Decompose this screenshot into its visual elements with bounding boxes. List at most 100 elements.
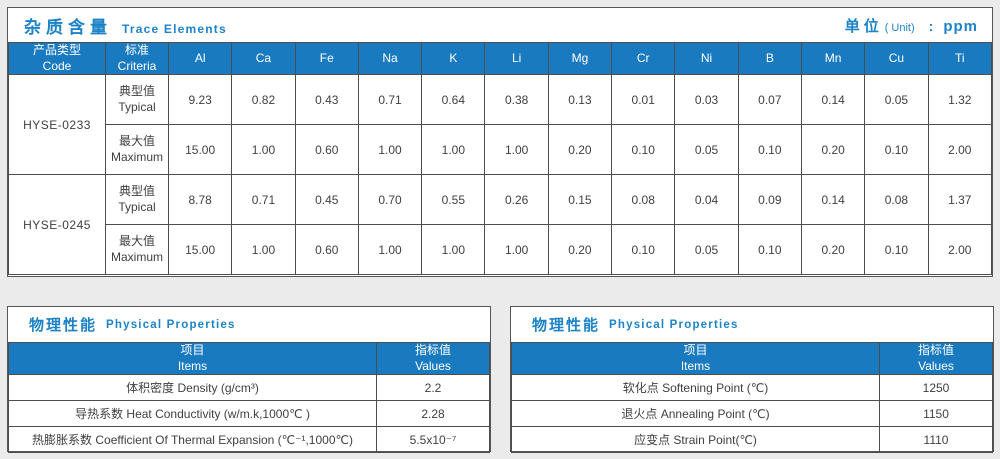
unit-label-en: ( Unit) [884,21,915,34]
element-col-header: K [421,41,486,76]
item-cell: 退火点 Annealing Point (℃) [511,400,880,428]
product-code-cell: HYSE-0245 [8,174,106,276]
element-col-header: B [737,41,802,76]
value-cell: 1.37 [927,174,993,226]
value-cell: 0.07 [737,74,802,126]
value-cell: 0.71 [231,174,296,226]
value-cell: 0.10 [737,224,802,276]
value-cell: 0.26 [484,174,549,226]
trace-title-zh: 杂质含量 [24,17,112,37]
col-header-criteria-en: Criteria [117,58,157,73]
col-header-values: 指标值 Values [376,341,490,376]
value-cell: 0.14 [800,74,866,126]
value-cell: 0.04 [674,174,739,226]
trace-elements-table: 产品类型 Code 标准 Criteria Al Ca Fe Na K Li M… [8,41,993,276]
value-cell: 0.20 [547,224,613,276]
table-row: HYSE-0233 典型值 Typical 9.23 0.82 0.43 0.7… [8,74,993,176]
value-cell: 15.00 [167,224,233,276]
element-col-header: Na [357,41,423,76]
element-col-header: Mg [547,41,613,76]
value-cell: 15.00 [167,124,233,176]
value-cell: 1150 [879,400,993,428]
item-cell: 软化点 Softening Point (℃) [511,374,880,402]
table-row: 最大值 Maximum 15.00 1.00 0.60 1.00 1.00 1.… [9,224,993,276]
physical-right-title-zh: 物理性能 [532,317,601,334]
value-cell: 2.28 [376,400,490,428]
value-cell: 1.00 [357,124,423,176]
physical-left-title-zh: 物理性能 [29,317,98,334]
value-cell: 0.82 [231,74,296,126]
value-cell: 0.15 [547,174,613,226]
value-cell: 0.60 [294,124,359,176]
value-cell: 2.00 [927,224,993,276]
criteria-label-en: Typical [118,199,156,214]
table-row: 退火点 Annealing Point (℃) 1150 [511,400,993,428]
criteria-label-cell: 典型值 Typical [105,74,169,126]
value-cell: 0.05 [864,74,929,126]
element-col-header: Cr [611,41,676,76]
value-cell: 1.00 [484,124,549,176]
element-col-header: Ti [927,41,993,76]
value-cell: 8.78 [167,174,233,226]
criteria-label-zh: 最大值 [118,134,155,149]
col-header-criteria-zh: 标准 [124,43,149,57]
value-cell: 2.2 [376,374,490,402]
value-cell: 9.23 [167,74,233,126]
item-cell: 导热系数 Heat Conductivity (w/m.k,1000℃ ) [8,400,377,428]
value-cell: 0.13 [547,74,613,126]
criteria-label-zh: 典型值 [118,184,155,199]
physical-right-title-en: Physical Properties [609,318,739,331]
product-code-cell: HYSE-0233 [8,74,106,176]
value-cell: 0.08 [864,174,929,226]
element-col-header: Ni [674,41,739,76]
criteria-label-en: Typical [118,99,156,114]
value-cell: 0.09 [737,174,802,226]
value-cell: 1110 [879,426,993,454]
element-col-header: Al [167,41,233,76]
value-cell: 0.05 [674,124,739,176]
value-cell: 1.00 [231,124,296,176]
unit-indicator: 单位 ( Unit) : ppm [845,15,978,36]
unit-colon: : [928,17,934,34]
trace-title-en: Trace Elements [122,21,227,36]
trace-elements-section: 杂质含量 Trace Elements 单位 ( Unit) : ppm 产品类型… [7,7,993,277]
value-cell: 0.60 [294,224,359,276]
value-cell: 1.00 [421,124,486,176]
col-header-criteria: 标准 Criteria [105,41,169,76]
col-header-values-zh: 指标值 [917,343,954,357]
value-cell: 1.00 [484,224,549,276]
value-cell: 1.00 [357,224,423,276]
element-col-header: Ca [231,41,296,76]
criteria-label-en: Maximum [110,149,163,164]
criteria-label-cell: 最大值 Maximum [105,124,169,176]
physical-right-header-row: 项目 Items 指标值 Values [511,341,993,376]
criteria-label-zh: 典型值 [118,84,155,99]
item-cell: 热膨胀系数 Coefficient Of Thermal Expansion (… [8,426,377,454]
value-cell: 0.10 [864,124,929,176]
value-cell: 0.01 [611,74,676,126]
col-header-values-en: Values [415,358,451,373]
table-row: HYSE-0245 典型值 Typical 8.78 0.71 0.45 0.7… [8,174,993,276]
physical-left-title-en: Physical Properties [106,318,236,331]
value-cell: 0.20 [800,124,866,176]
value-cell: 0.64 [421,74,486,126]
element-col-header: Li [484,41,549,76]
value-cell: 0.43 [294,74,359,126]
table-row: 应变点 Strain Point(℃) 1110 [511,426,993,454]
item-cell: 体积密度 Density (g/cm³) [8,374,377,402]
value-cell: 0.38 [484,74,549,126]
table-row: 导热系数 Heat Conductivity (w/m.k,1000℃ ) 2.… [8,400,490,428]
value-cell: 0.10 [611,224,676,276]
criteria-label-en: Maximum [110,249,163,264]
value-cell: 1250 [879,374,993,402]
col-header-items: 项目 Items [8,341,377,376]
col-header-items-en: Items [177,358,208,373]
value-cell: 5.5x10⁻⁷ [376,426,490,454]
col-header-code: 产品类型 Code [8,41,106,76]
unit-label-zh: 单位 [844,17,883,35]
col-header-values-zh: 指标值 [414,343,451,357]
element-col-header: Fe [294,41,359,76]
trace-header-row: 产品类型 Code 标准 Criteria Al Ca Fe Na K Li M… [8,41,993,76]
physical-right-table: 项目 Items 指标值 Values 软化点 Softening Point … [511,341,993,454]
physical-right-title-band: 物理性能 Physical Properties [511,307,993,342]
